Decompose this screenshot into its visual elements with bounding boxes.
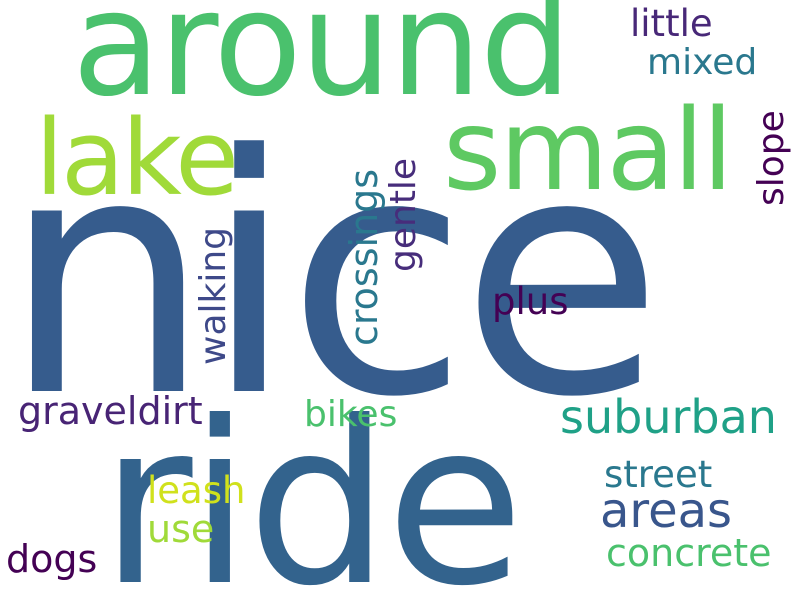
word-use: use (147, 507, 215, 551)
word-plus: plus (492, 280, 569, 323)
word-around: around (72, 0, 572, 129)
word-leash: leash (147, 469, 246, 512)
word-crossings: crossings (342, 168, 386, 346)
word-concrete: concrete (606, 531, 772, 575)
word-ride: ride (100, 374, 524, 600)
word-gentle: gentle (383, 157, 424, 272)
word-slope: slope (751, 110, 792, 206)
word-mixed: mixed (647, 42, 758, 83)
word-nice: nice (2, 85, 663, 469)
word-suburban: suburban (560, 390, 777, 444)
word-lake: lake (35, 97, 239, 219)
word-areas: areas (600, 483, 733, 539)
word-little: little (630, 2, 713, 45)
word-dogs: dogs (6, 537, 98, 581)
word-walking: walking (193, 226, 234, 365)
word-street: street (604, 453, 713, 496)
word-graveldirt: graveldirt (18, 389, 203, 433)
word-bikes: bikes (304, 394, 398, 435)
word-small: small (443, 86, 733, 216)
